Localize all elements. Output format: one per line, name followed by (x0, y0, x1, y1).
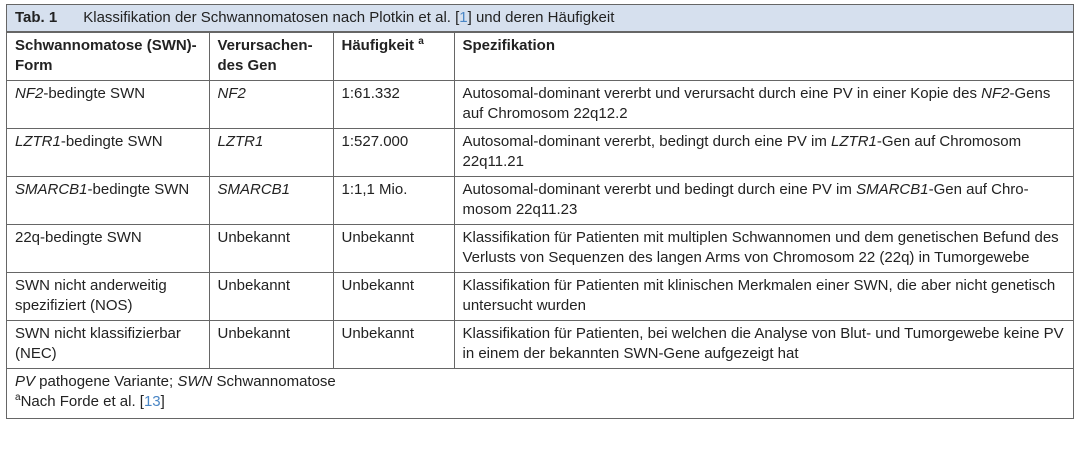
table-title: Klassifikation der Schwannomatosen nach … (83, 9, 614, 26)
text-run: 1:1,1 Mio. (341, 181, 408, 198)
table-cell: NF2 (208, 80, 334, 129)
footnotes: PV pathogene Variante; SWN Schwannomatos… (7, 369, 1073, 418)
footnote: aNach Forde et al. [13] (15, 392, 1065, 412)
text-run: -bedingte SWN (43, 85, 146, 102)
text-run: SMARCB1 (217, 181, 291, 198)
table-cell: Autosomal-dominant vererbt und bedingt d… (453, 176, 1073, 225)
table-cell: LZTR1 (208, 128, 334, 177)
table-cell: Unbekannt (208, 272, 334, 321)
text-run: Unbekannt (341, 325, 415, 342)
table-label: Tab. 1 (15, 9, 58, 26)
table-row: SWN nicht klassifizierbar (NEC) Unbekannt… (7, 320, 1073, 369)
text-run: SWN nicht klassifizierbar (NEC) (15, 325, 181, 362)
reference-link[interactable]: 13 (143, 393, 161, 410)
text-run: Autosomal-dominant vererbt und bedingt d… (462, 181, 857, 198)
text-run: SWN nicht anderweitig spezifiziert (NOS) (15, 277, 167, 314)
text-run: NF2 (217, 85, 246, 102)
header-cell: Häufigkeit a (332, 32, 455, 81)
table-row: NF2-bedingte SWN NF2 1:61.332 Autosomal-dom… (7, 80, 1073, 129)
text-run: Autosomal-dominant vererbt, bedingt durc… (462, 133, 832, 150)
table-cell: Unbekannt (208, 320, 334, 369)
table-cell: Unbekannt (208, 224, 334, 273)
table-cell: Unbekannt (332, 320, 455, 369)
table-cell: NF2-bedingte SWN (7, 80, 210, 129)
header-cell: Spezifikation (453, 32, 1073, 81)
text-run: Unbekannt (341, 229, 415, 246)
text-run: Spezifikation (462, 37, 556, 54)
text-run: Schwannomatose (SWN)-Form (15, 37, 197, 74)
text-run: a (15, 392, 21, 403)
table-cell: Autosomal-dominant vererbt, bedingt durc… (453, 128, 1073, 177)
text-run: Klassifikation für Patienten mit klinisc… (462, 277, 1056, 314)
text-run: PV (15, 373, 36, 390)
text-run: ] und deren Häufigkeit (467, 9, 615, 26)
text-run: -Gen auf Chromosom 22q11.21 (462, 133, 1022, 170)
text-run: Häufigkeit (341, 37, 419, 54)
text-run: 1:527.000 (341, 133, 409, 150)
table-header: Schwannomatose (SWN)-Form Verursachen­des… (7, 32, 1073, 81)
text-run: -bedingte SWN (60, 133, 163, 150)
table-cell: Klassifikation für Patienten mit klinisc… (453, 272, 1073, 321)
caption: Tab. 1 Klassifikation der Schwannomatosen… (7, 5, 1073, 32)
text-run: LZTR1 (831, 133, 877, 150)
footnote: PV pathogene Variante; SWN Schwannomatos… (15, 372, 1065, 392)
text-run: Unbekannt (217, 325, 291, 342)
text-run: SMARCB1 (856, 181, 929, 198)
table-cell: SWN nicht klassifizierbar (NEC) (7, 320, 210, 369)
text-run: Unbekannt (217, 277, 291, 294)
table-cell: 1:61.332 (332, 80, 455, 129)
text-run: LZTR1 (217, 133, 264, 150)
table-figure: Tab. 1 Klassifikation der Schwannomatosen… (6, 4, 1074, 419)
text-run: pathogene Variante; (35, 373, 178, 390)
table-cell: Klassifikation für Patienten, bei welche… (453, 320, 1073, 369)
table-cell: SMARCB1 (208, 176, 334, 225)
text-run: LZTR1 (15, 133, 61, 150)
table-row: SWN nicht anderweitig spezifiziert (NOS)… (7, 272, 1073, 321)
table-cell: SMARCB1-bedingte SWN (7, 176, 210, 225)
table-cell: Autosomal-dominant vererbt und verursach… (453, 80, 1073, 129)
text-run: Nach Forde et al. [ (20, 393, 144, 410)
text-run: Unbekannt (217, 229, 291, 246)
table-cell: Unbekannt (332, 272, 455, 321)
text-run: Klassifikation für Patienten mit multipl… (462, 229, 1059, 266)
table-row: SMARCB1-bedingte SWN SMARCB1 1:1,1 Mio. Aut… (7, 176, 1073, 225)
table-cell: 1:527.000 (332, 128, 455, 177)
table-cell: LZTR1-bedingte SWN (7, 128, 210, 177)
header-cell: Schwannomatose (SWN)-Form (7, 32, 210, 81)
text-run: 22q-bedingte SWN (15, 229, 142, 246)
table-cell: 22q-bedingte SWN (7, 224, 210, 273)
text-run: Schwannomatose (212, 373, 336, 390)
text-run: Klassifikation für Patienten, bei welche… (462, 325, 1064, 362)
table-cell: Unbekannt (332, 224, 455, 273)
text-run: NF2 (15, 85, 44, 102)
table-row: 22q-bedingte SWN Unbekannt Unbekannt Klassi… (7, 224, 1073, 273)
table-cell: Klassifikation für Patienten mit multipl… (453, 224, 1073, 273)
text-run: -bedingte SWN (87, 181, 190, 198)
header-row: Schwannomatose (SWN)-Form Verursachen­des… (7, 32, 1073, 81)
table-cell: 1:1,1 Mio. (332, 176, 455, 225)
reference-link[interactable]: 1 (459, 9, 468, 26)
text-run: 1:61.332 (341, 85, 400, 102)
text-run: ] (160, 393, 165, 410)
text-run: Autosomal-dominant vererbt und verursach… (462, 85, 982, 102)
text-run: Verursachen­des Gen (217, 37, 313, 74)
table-body: NF2-bedingte SWN NF2 1:61.332 Autosomal-dom… (7, 80, 1073, 369)
text-run: a (418, 36, 424, 47)
text-run: Klassifikation der Schwannomatosen nach … (83, 9, 460, 26)
table-row: LZTR1-bedingte SWN LZTR1 1:527.000 Autosoma… (7, 128, 1073, 177)
text-run: SWN (177, 373, 213, 390)
text-run: SMARCB1 (15, 181, 88, 198)
header-cell: Verursachen­des Gen (208, 32, 334, 81)
text-run: -Gen auf Chro­mosom 22q11.23 (462, 181, 1029, 218)
text-run: NF2 (981, 85, 1010, 102)
table-cell: SWN nicht anderweitig spezifiziert (NOS) (7, 272, 210, 321)
text-run: Unbekannt (341, 277, 415, 294)
table: Schwannomatose (SWN)-Form Verursachen­des… (7, 32, 1073, 369)
text-run: -Gens auf Chromosom 22q12.2 (462, 85, 1051, 122)
